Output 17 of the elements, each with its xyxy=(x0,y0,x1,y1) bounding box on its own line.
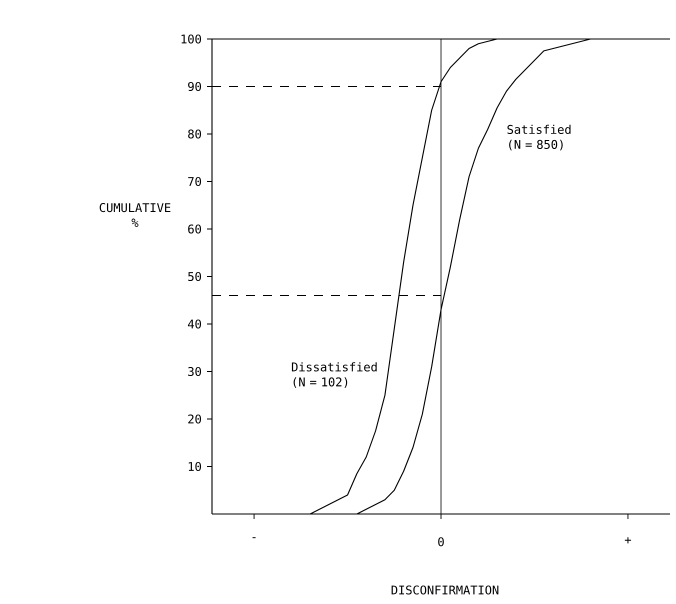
y-tick-label: 60 xyxy=(188,224,202,234)
x-tick-label: - xyxy=(252,537,256,538)
y-tick-label: 70 xyxy=(188,176,202,186)
y-axis-title: CUMULATIVE % xyxy=(100,203,170,227)
series-label: Satisfied (N = 850) xyxy=(507,124,571,150)
y-tick-label: 10 xyxy=(188,462,202,472)
y-tick-label: 80 xyxy=(188,129,202,139)
x-tick-label: + xyxy=(624,537,632,544)
y-tick-label: 30 xyxy=(188,366,202,376)
y-tick-label: 50 xyxy=(188,272,202,282)
y-tick-label: 40 xyxy=(188,319,202,329)
y-tick-label: 90 xyxy=(188,82,202,92)
y-tick-label: 100 xyxy=(182,34,202,44)
x-axis-title: DISCONFIRMATION xyxy=(392,585,498,595)
x-tick-label: 0 xyxy=(438,537,444,546)
y-tick-label: 20 xyxy=(188,414,202,424)
series-label: Dissatisfied (N = 102) xyxy=(292,362,377,388)
